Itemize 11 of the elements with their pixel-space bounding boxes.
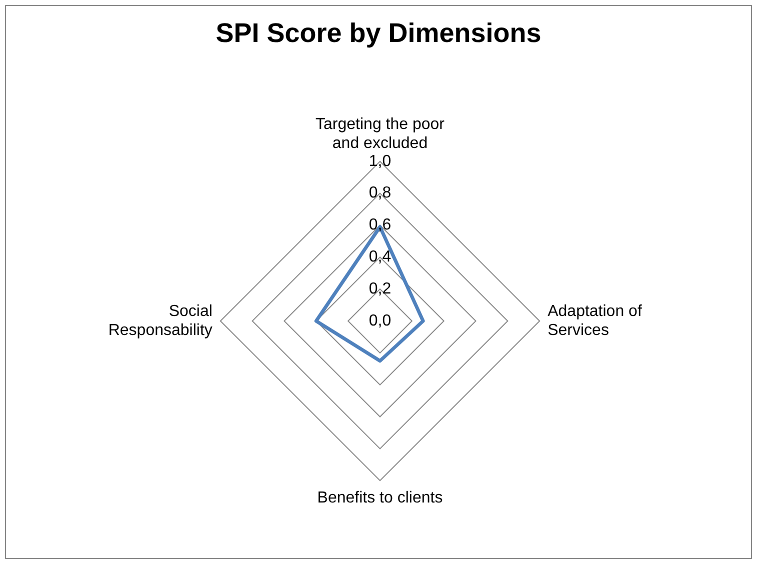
y-tick-label: 0,4 xyxy=(368,248,392,266)
y-tick-label: 1,0 xyxy=(368,152,392,170)
spoke-label: Social Responsability xyxy=(108,302,212,340)
chart-title: SPI Score by Dimensions xyxy=(214,18,542,49)
spoke-label: Benefits to clients xyxy=(317,490,443,507)
y-tick-label: 0,2 xyxy=(368,280,392,298)
spoke-label: Targeting the poor and excluded xyxy=(316,116,446,152)
y-tick-label: 0,6 xyxy=(368,216,392,234)
spoke-label: Adaptation of Services xyxy=(548,302,642,340)
y-tick-label: 0,0 xyxy=(368,312,392,330)
y-tick-label: 0,8 xyxy=(368,184,392,202)
